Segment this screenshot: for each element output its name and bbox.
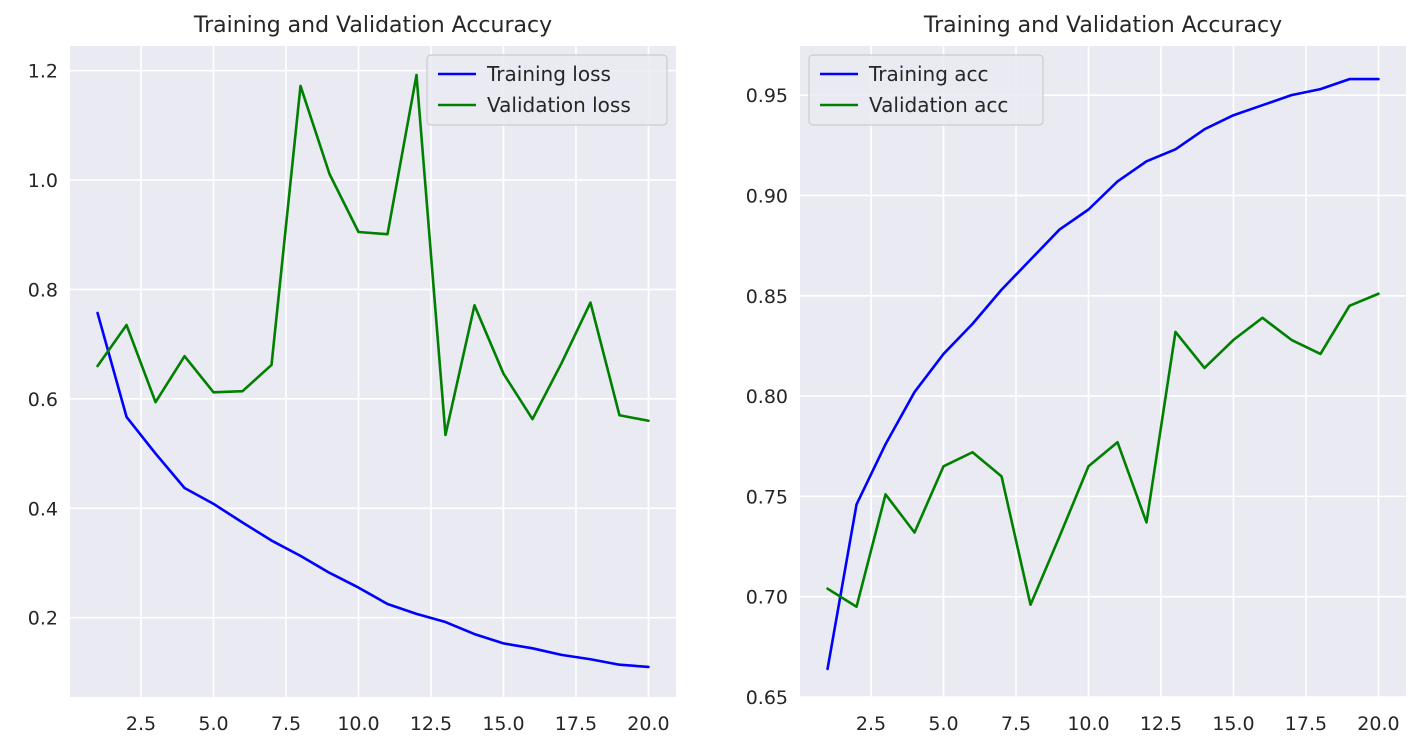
plot-area [70,46,676,697]
legend-box [426,54,668,126]
x-tick-label: 15.0 [1212,713,1254,735]
x-tick-label: 7.5 [271,713,301,735]
series-line-training-loss [96,311,650,669]
y-tick-label: 0.65 [746,687,788,709]
series-line-validation-loss [96,73,650,437]
y-tick-label: 0.75 [746,486,788,508]
x-tick-label: 2.5 [126,713,156,735]
legend-label: Validation acc [869,93,1008,117]
y-tick-label: 0.90 [746,185,788,207]
x-tick-label: 5.0 [928,713,958,735]
x-tick-label: 7.5 [1001,713,1031,735]
x-tick-label: 12.5 [1140,713,1182,735]
y-tick-label: 0.2 [28,608,58,630]
legend-box [808,54,1044,126]
y-tick-label: 0.95 [746,85,788,107]
y-tick-label: 0.80 [746,386,788,408]
chart-panel-1: 2.5 5.0 7.5 10.0 12.5 15.0 17.5 20.0 0.2 0.4 0.6 0.… [28,13,676,735]
chart-title: Training and Validation Accuracy [193,13,552,38]
x-tick-label: 2.5 [856,713,886,735]
x-tick-label: 5.0 [198,713,228,735]
legend: Training loss Validation loss [426,54,668,126]
x-tick-label: 17.5 [555,713,597,735]
y-tick-label: 0.8 [28,279,58,301]
chart-panel-2: 2.5 5.0 7.5 10.0 12.5 15.0 17.5 20.0 0.65 0.70 0.7… [746,13,1406,735]
y-tick-label: 0.6 [28,389,58,411]
chart-title: Training and Validation Accuracy [923,13,1282,38]
y-tick-label: 1.0 [28,170,58,192]
x-tick-label: 10.0 [337,713,379,735]
legend: Training acc Validation acc [808,54,1044,126]
y-tick-label: 0.4 [28,498,58,520]
y-tick-label: 0.85 [746,286,788,308]
series-line-training-acc [826,77,1380,671]
x-tick-label: 12.5 [410,713,452,735]
legend-label: Training loss [486,62,611,86]
y-tick-label: 0.70 [746,587,788,609]
x-tick-label: 15.0 [482,713,524,735]
y-tick-label: 1.2 [28,61,58,83]
x-tick-label: 17.5 [1285,713,1327,735]
x-tick-label: 20.0 [627,713,669,735]
plot-area [800,46,1406,697]
legend-label: Validation loss [487,93,631,117]
x-tick-label: 10.0 [1067,713,1109,735]
x-tick-label: 20.0 [1357,713,1399,735]
series-line-validation-acc [826,292,1380,609]
legend-label: Training acc [868,62,989,86]
